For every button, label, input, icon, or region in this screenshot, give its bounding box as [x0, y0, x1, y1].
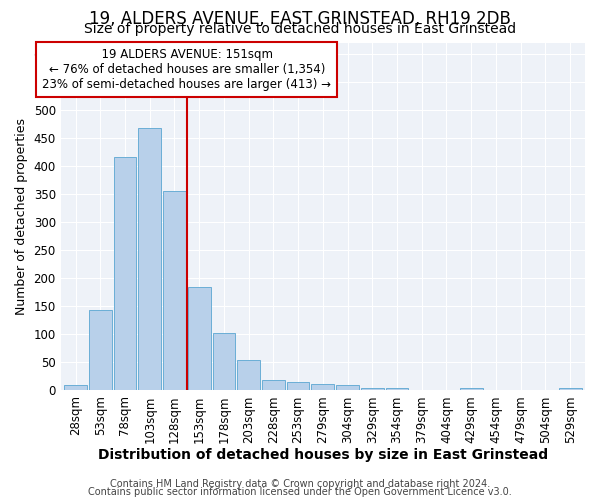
Bar [559, 388, 581, 390]
Bar [212, 332, 235, 390]
Bar [386, 388, 409, 390]
Bar [311, 384, 334, 390]
Bar [361, 388, 383, 390]
Text: Contains public sector information licensed under the Open Government Licence v3: Contains public sector information licen… [88, 487, 512, 497]
Y-axis label: Number of detached properties: Number of detached properties [15, 118, 28, 315]
Text: Contains HM Land Registry data © Crown copyright and database right 2024.: Contains HM Land Registry data © Crown c… [110, 479, 490, 489]
Text: 19, ALDERS AVENUE, EAST GRINSTEAD, RH19 2DB: 19, ALDERS AVENUE, EAST GRINSTEAD, RH19 … [89, 10, 511, 28]
Bar [188, 286, 211, 391]
Bar [336, 385, 359, 390]
Bar [89, 310, 112, 390]
Text: Size of property relative to detached houses in East Grinstead: Size of property relative to detached ho… [84, 22, 516, 36]
Bar [287, 382, 310, 390]
Bar [139, 128, 161, 390]
X-axis label: Distribution of detached houses by size in East Grinstead: Distribution of detached houses by size … [98, 448, 548, 462]
Bar [237, 360, 260, 390]
Bar [64, 385, 87, 390]
Bar [460, 388, 482, 390]
Bar [163, 191, 186, 390]
Text: 19 ALDERS AVENUE: 151sqm  
← 76% of detached houses are smaller (1,354)
23% of s: 19 ALDERS AVENUE: 151sqm ← 76% of detach… [43, 48, 331, 91]
Bar [262, 380, 285, 390]
Bar [113, 157, 136, 390]
